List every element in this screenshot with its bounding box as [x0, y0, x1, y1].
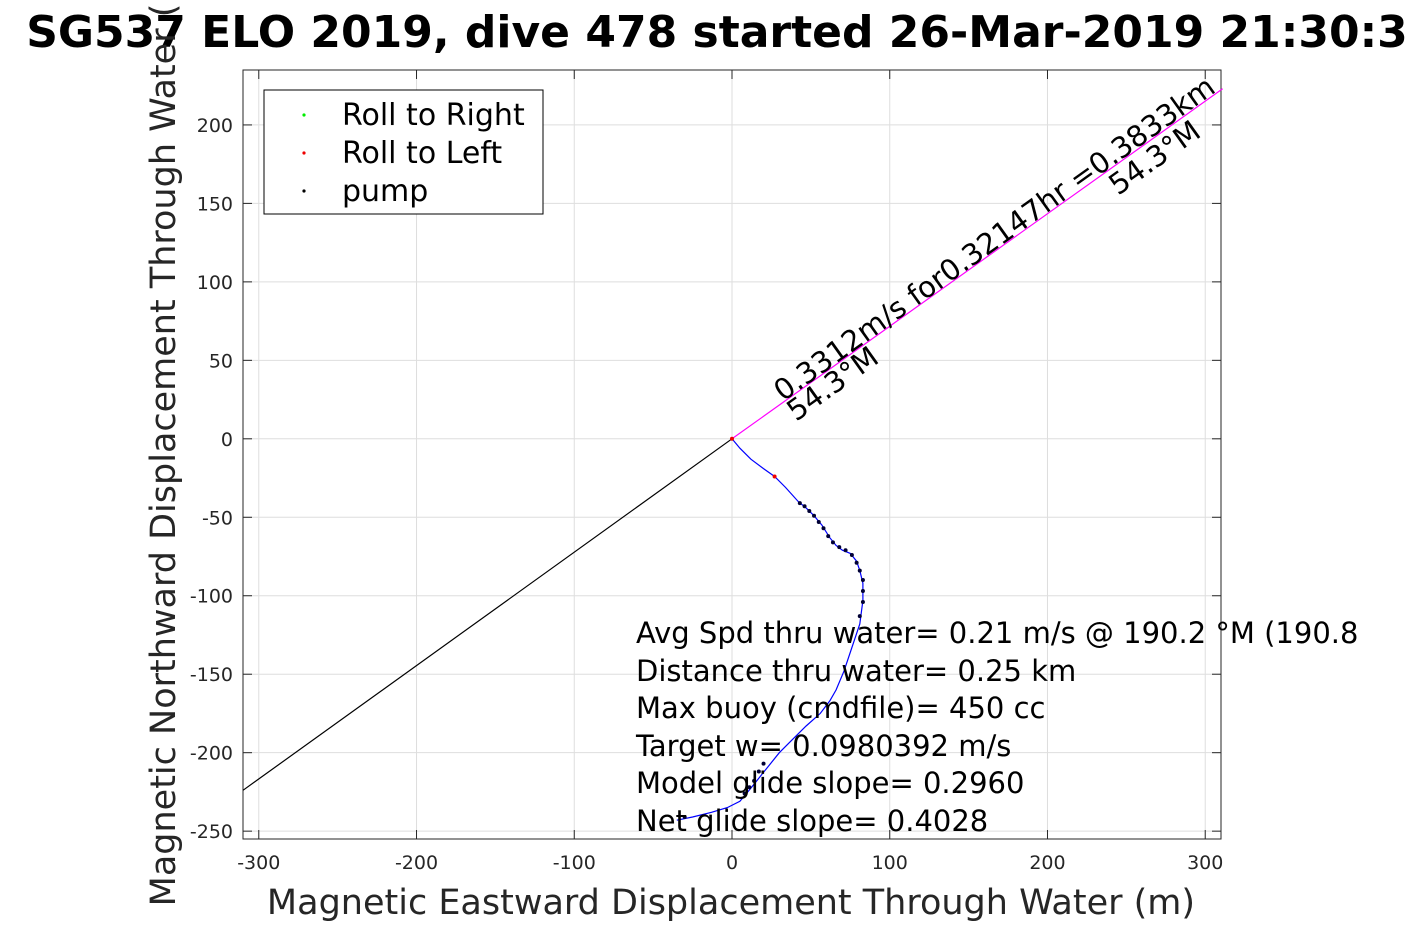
pump-marker: [821, 526, 825, 530]
legend: Roll to Right Roll to Left pump: [264, 90, 543, 214]
annotation-model-glide: Model glide slope= 0.2960: [636, 766, 1024, 800]
pump-marker: [837, 545, 841, 549]
y-tick-label: 0: [221, 429, 233, 451]
pump-marker: [850, 553, 854, 557]
pump-marker: [803, 504, 807, 508]
pump-marker: [798, 501, 802, 505]
pump-marker: [858, 569, 862, 573]
pump-marker: [855, 561, 859, 565]
pump-marker: [844, 548, 848, 552]
legend-marker-roll-left: [302, 151, 305, 154]
annotation-net-glide: Net glide slope= 0.4028: [636, 804, 988, 838]
y-tick-label: -150: [190, 664, 233, 686]
pump-marker: [826, 534, 830, 538]
pump-marker: [861, 578, 865, 582]
pump-marker: [861, 589, 865, 593]
x-tick-label: -100: [553, 852, 596, 874]
pump-marker: [812, 514, 816, 518]
annotation-max-buoy: Max buoy (cmdfile)= 450 cc: [636, 691, 1045, 725]
x-tick-label: 300: [1187, 852, 1223, 874]
roll-left-marker: [730, 437, 734, 441]
y-tick-label: -50: [202, 507, 233, 529]
x-axis-title: Magnetic Eastward Displacement Through W…: [267, 883, 1195, 923]
x-tick-label: -200: [395, 852, 438, 874]
legend-label-roll-left: Roll to Left: [342, 136, 502, 171]
annotation-avg-speed: Avg Spd thru water= 0.21 m/s @ 190.2 °M …: [636, 616, 1358, 650]
chart-title: SG537 ELO 2019, dive 478 started 26-Mar-…: [26, 7, 1408, 58]
y-tick-label: 200: [197, 115, 233, 137]
annotation-distance: Distance thru water= 0.25 km: [636, 654, 1076, 688]
y-tick-label: -100: [190, 586, 233, 608]
legend-label-roll-right: Roll to Right: [342, 98, 525, 133]
y-tick-label: 50: [209, 350, 233, 372]
x-tick-label: 200: [1029, 852, 1065, 874]
annotation-target-w: Target w= 0.0980392 m/s: [635, 729, 1011, 763]
pump-marker: [807, 509, 811, 513]
y-tick-label: -200: [190, 743, 233, 765]
y-axis-title: Magnetic Northward Displacement Through …: [144, 4, 184, 907]
x-tick-label: -300: [237, 852, 280, 874]
y-tick-label: -250: [190, 821, 233, 843]
y-tick-label: 100: [197, 272, 233, 294]
x-tick-label: 0: [726, 852, 738, 874]
legend-marker-roll-right: [302, 113, 305, 116]
pump-marker: [861, 600, 865, 604]
pump-marker: [831, 540, 835, 544]
x-tick-label: 100: [872, 852, 908, 874]
y-tick-label: 150: [197, 193, 233, 215]
roll-left-marker: [773, 474, 777, 478]
pump-marker: [817, 520, 821, 524]
legend-label-pump: pump: [342, 174, 428, 209]
legend-marker-pump: [302, 189, 305, 192]
